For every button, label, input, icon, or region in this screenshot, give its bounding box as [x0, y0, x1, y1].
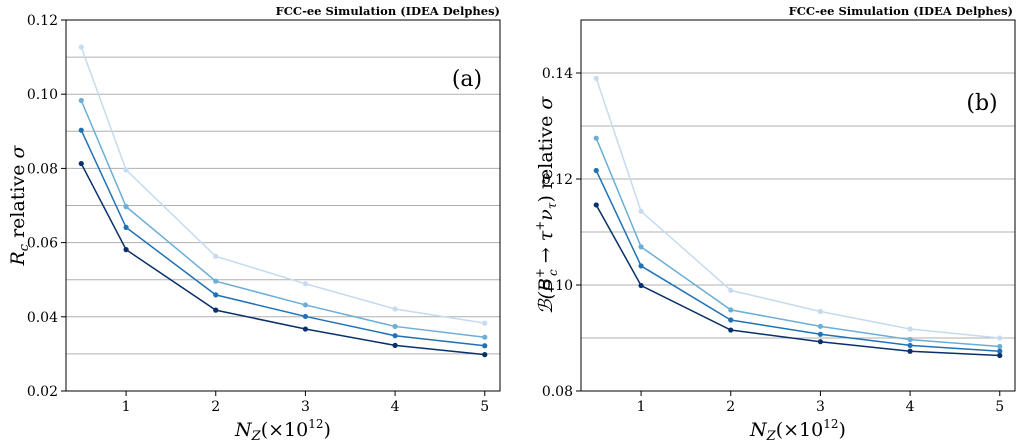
panel-b-series-3-point	[593, 167, 599, 174]
panel-a-series-4-line	[80, 163, 485, 356]
panel-a-header: FCC-ee Simulation (IDEA Delphes)	[276, 4, 500, 18]
panel-b-series-4-point	[593, 202, 599, 208]
panel-a-series-2-point	[392, 323, 398, 330]
panel-a-series-1-line	[80, 46, 485, 324]
panel-b-series-3-point	[728, 317, 734, 323]
panel-a-series-3-line	[80, 129, 485, 347]
panel-a-ytick-label: 0.08	[27, 161, 58, 177]
panel-b-ylabel: ℬ(B+c → τ+ντ) relative σ	[533, 96, 560, 315]
panel-a-ylabel: Rc relative σ	[7, 144, 32, 266]
panel-b-series-3-line	[595, 170, 1000, 352]
panel-a-series-2-point	[482, 334, 488, 340]
panel-b-series-3-point	[817, 331, 824, 337]
panel-a-series-1-point	[302, 281, 309, 287]
panel-a-tag: (a)	[452, 67, 482, 92]
panel-b-series-3-point	[997, 348, 1003, 354]
panel-a-ytick-label: 0.06	[27, 236, 58, 252]
panel-b-series-4-point	[907, 348, 913, 354]
panel-b-header: FCC-ee Simulation (IDEA Delphes)	[789, 4, 1013, 18]
panel-a-ytick-label: 0.04	[27, 310, 58, 326]
panel-a-series-1-point	[482, 320, 488, 326]
panel-b-tag: (b)	[966, 91, 997, 116]
panel-b-series-2-point	[638, 244, 644, 250]
panel-a-series-2-point	[123, 204, 129, 210]
panel-a-series-4-point	[123, 247, 129, 253]
panel-b-ytick-label: 0.10	[542, 278, 573, 294]
panel-b-series-1-point	[593, 75, 599, 81]
panel-b-xtick-label: 5	[995, 399, 1004, 415]
panel-a-series-3-point	[213, 292, 219, 298]
panel-b-series-4-line	[595, 204, 1000, 357]
panel-a-series-2-point	[213, 278, 219, 284]
panel-b-xtick-label: 1	[637, 399, 646, 415]
panel-a-series-2-point	[78, 97, 84, 104]
panel-a-series-1-point	[392, 306, 398, 312]
panel-a-series-3-point	[392, 333, 398, 339]
panel-b-ytick-label: 0.08	[542, 384, 573, 400]
panel-b-series-4-point	[638, 282, 644, 289]
panel-a-xlabel: NZ(×1012)	[234, 417, 331, 443]
panel-a-ytick-label: 0.02	[27, 384, 58, 400]
panel-b-series-1-point	[817, 308, 824, 315]
panel-b-ytick-label: 0.14	[542, 66, 573, 82]
panel-a-series-3-point	[78, 127, 84, 133]
panel-a-series-2-line	[80, 100, 485, 338]
panel-b: 0.08 0.10 0.12 0.14 1 2 3 4 5 FCC-ee Simulation (…	[533, 4, 1016, 443]
panel-a-series-4-point	[392, 342, 398, 348]
panel-b-series-2-line	[595, 137, 1000, 348]
panel-b-series-1-line	[595, 78, 1000, 339]
panel-b-series-3-point	[907, 342, 913, 349]
panel-a-series-3-point	[482, 343, 488, 349]
panel-a-xtick-label: 1	[122, 399, 131, 415]
panel-a-ytick-label: 0.10	[27, 87, 58, 103]
panel-a-ytick-label: 0.12	[27, 13, 58, 29]
panel-b-series-2-point	[728, 307, 734, 313]
panel-a-xtick-label: 5	[480, 399, 489, 415]
panel-b-series-2-point	[997, 343, 1003, 350]
panel-a-series-4-point	[213, 307, 219, 313]
panel-a-series-4-point	[78, 160, 84, 167]
panel-a-series-2-point	[302, 302, 309, 308]
panel-b-series-4-point	[997, 352, 1003, 359]
panel-a-series-1-point	[123, 167, 129, 173]
panel-b-series-1-point	[728, 287, 734, 293]
panel-a-xtick-label: 4	[391, 399, 400, 415]
panel-b-xtick-label: 3	[816, 399, 825, 415]
panel-b-series-1-point	[907, 326, 913, 332]
panel-a-xtick-label: 2	[211, 399, 220, 415]
panel-a-frame	[65, 19, 501, 392]
panel-b-series-2-point	[817, 323, 824, 329]
panel-a-series-3-point	[123, 224, 129, 230]
panel-b-frame	[580, 19, 1016, 392]
panel-b-series-2-point	[907, 336, 913, 343]
panel-a-series-1-point	[78, 44, 84, 50]
panel-b-series-1-point	[997, 335, 1003, 341]
panel-a-xtick-label: 3	[301, 399, 310, 415]
panel-a-series-1-point	[213, 253, 219, 259]
panel-b-series-2-point	[593, 135, 599, 141]
panel-b-series-1-point	[638, 208, 644, 214]
panel-b-series-4-point	[728, 327, 734, 333]
panel-b-series-3-point	[638, 263, 644, 269]
panel-b-xtick-label: 2	[726, 399, 735, 415]
panel-a-series-3-point	[302, 313, 309, 320]
panel-a-series-4-point	[482, 352, 488, 358]
panel-a-series-4-point	[302, 326, 309, 332]
panel-b-xtick-label: 4	[906, 399, 915, 415]
panel-a: 0.02 0.04 0.06 0.08 0.10 0.12 1 2 3 4 5 FCC-ee Simu…	[7, 4, 501, 443]
panel-b-series-4-point	[817, 339, 824, 345]
panel-b-xlabel: NZ(×1012)	[749, 417, 846, 443]
panel-b-ytick-label: 0.12	[542, 172, 573, 188]
